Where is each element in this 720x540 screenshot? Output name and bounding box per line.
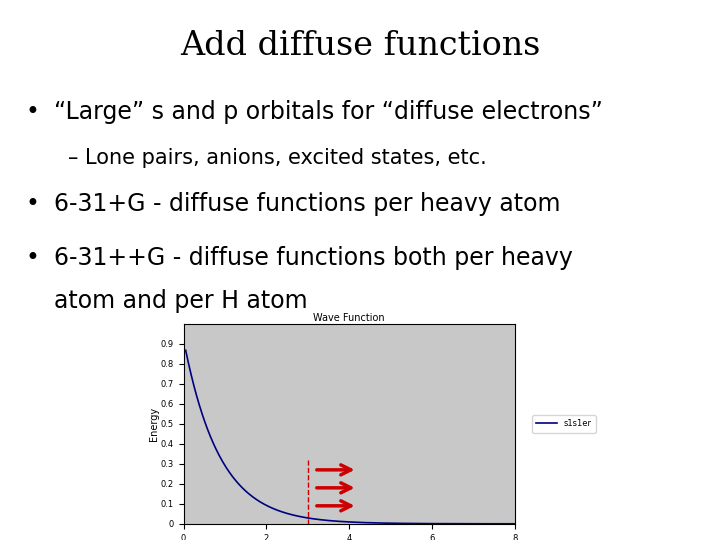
Line: s1s1er: s1s1er: [186, 350, 515, 524]
s1s1er: [181, 347, 190, 354]
Text: 6-31+G - diffuse functions per heavy atom: 6-31+G - diffuse functions per heavy ato…: [54, 192, 560, 215]
s1s1er: [266, 504, 274, 510]
Text: •: •: [25, 100, 39, 124]
Text: atom and per H atom: atom and per H atom: [54, 289, 307, 313]
Text: Add diffuse functions: Add diffuse functions: [180, 30, 540, 62]
Text: •: •: [25, 192, 39, 215]
s1s1er: [330, 518, 339, 524]
s1s1er: [429, 521, 438, 527]
s1s1er: [401, 520, 410, 526]
Y-axis label: Energy: Energy: [149, 407, 159, 441]
s1s1er: [510, 521, 519, 527]
Text: “Large” s and p orbitals for “diffuse electrons”: “Large” s and p orbitals for “diffuse el…: [54, 100, 603, 124]
s1s1er: [240, 486, 248, 492]
Text: •: •: [25, 246, 39, 269]
Text: – Lone pairs, anions, excited states, etc.: – Lone pairs, anions, excited states, et…: [68, 148, 487, 168]
Title: Wave Function: Wave Function: [313, 313, 385, 323]
s1s1er: [375, 520, 384, 526]
Legend: s1s1er: s1s1er: [532, 415, 596, 433]
Text: 6-31++G - diffuse functions both per heavy: 6-31++G - diffuse functions both per hea…: [54, 246, 573, 269]
